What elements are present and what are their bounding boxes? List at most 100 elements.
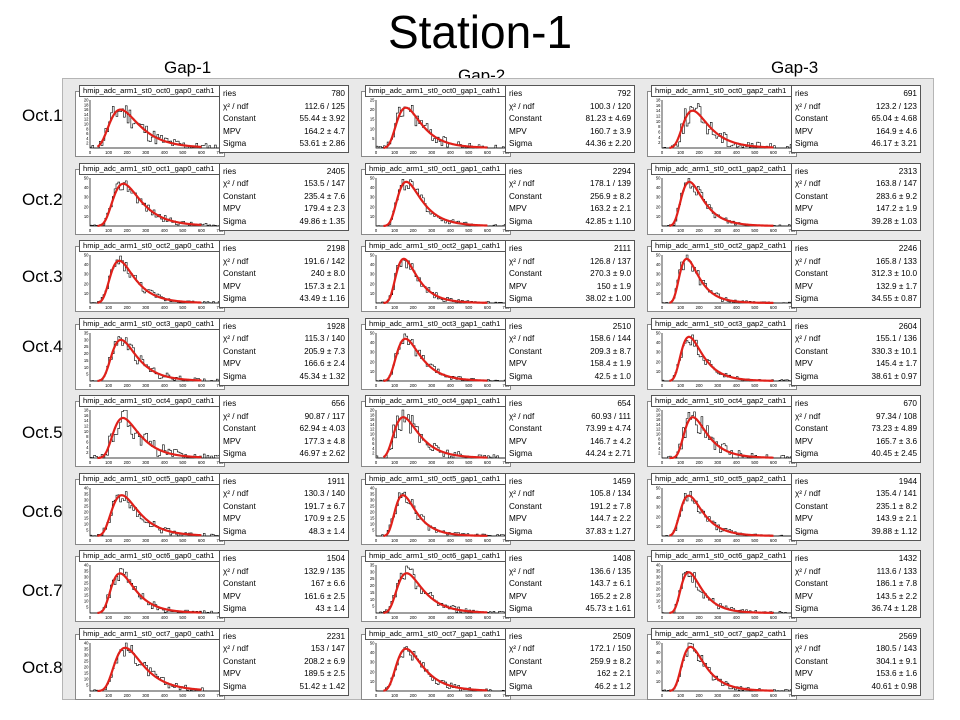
stats-entries: ries 1432 bbox=[792, 553, 920, 564]
stats-key: Constant bbox=[223, 269, 256, 278]
x-tick-label: 600 bbox=[198, 460, 206, 465]
y-tick-label: 50 bbox=[370, 640, 375, 645]
stats-key: ries bbox=[795, 631, 809, 641]
stats-key: Sigma bbox=[223, 371, 247, 381]
stats-key: MPV bbox=[223, 281, 241, 291]
y-tick-label: 40 bbox=[370, 340, 375, 345]
y-tick-label: 50 bbox=[84, 253, 89, 258]
histogram-title: hmip_adc_arm1_st0_oct5_gap0_cath1 bbox=[79, 472, 237, 485]
stats-value: 147.2 ± 1.9 bbox=[876, 204, 917, 213]
stats-value: 1408 bbox=[612, 554, 631, 563]
histogram-cell: 5101520250100200300400500600700hmip_adc_… bbox=[361, 85, 639, 157]
y-tick-label: 20 bbox=[84, 351, 89, 356]
stats-box: ries 792 χ² / ndf 100.3 / 120 Constant 81.23 … bbox=[505, 85, 635, 153]
y-tick-label: 20 bbox=[656, 281, 661, 286]
stats-mpv: MPV 158.4 ± 1.9 bbox=[506, 358, 634, 369]
y-tick-label: 5 bbox=[86, 682, 89, 687]
stats-box: ries 1928 χ² / ndf 115.3 / 140 Constant 205.9… bbox=[219, 317, 349, 386]
y-tick-label: 14 bbox=[370, 422, 375, 427]
y-tick-label: 40 bbox=[84, 485, 89, 490]
x-tick-label: 100 bbox=[677, 693, 685, 698]
stats-value: 73.99 ± 4.74 bbox=[585, 424, 631, 433]
stats-value: 172.1 / 150 bbox=[590, 644, 631, 653]
stats-value: 40.45 ± 2.45 bbox=[871, 449, 917, 458]
stats-chi2: χ² / ndf 130.3 / 140 bbox=[220, 488, 348, 499]
histogram-title: hmip_adc_arm1_st0_oct1_gap2_cath1 bbox=[651, 162, 809, 175]
x-tick-label: 200 bbox=[696, 460, 704, 465]
stats-key: χ² / ndf bbox=[509, 489, 535, 498]
stats-value: 164.9 ± 4.6 bbox=[876, 126, 917, 136]
histogram-title: hmip_adc_arm1_st0_oct3_gap1_cath1 bbox=[365, 317, 523, 330]
y-tick-label: 5 bbox=[86, 527, 89, 532]
y-tick-label: 2 bbox=[86, 141, 89, 146]
stats-value: 143.5 ± 2.2 bbox=[876, 591, 917, 601]
stats-value: 153.5 / 147 bbox=[304, 179, 345, 188]
stats-constant: Constant 205.9 ± 7.3 bbox=[220, 346, 348, 357]
fit-curve bbox=[383, 106, 488, 149]
x-tick-label: 300 bbox=[142, 383, 150, 388]
x-tick-label: 400 bbox=[161, 693, 169, 698]
x-tick-label: 500 bbox=[751, 150, 759, 155]
stats-key: Sigma bbox=[223, 604, 247, 613]
y-tick-label: 20 bbox=[370, 107, 375, 112]
stats-chi2: χ² / ndf 191.6 / 142 bbox=[220, 256, 348, 267]
stats-value: 256.9 ± 8.2 bbox=[590, 191, 631, 201]
y-tick-label: 20 bbox=[370, 408, 375, 413]
stats-key: Constant bbox=[509, 579, 542, 588]
histogram-title: hmip_adc_arm1_st0_oct2_gap0_cath1 bbox=[79, 240, 237, 252]
histogram-svg: 10203040500100200300400500600700 bbox=[370, 330, 510, 388]
axis-lines bbox=[89, 177, 220, 226]
x-tick-label: 300 bbox=[428, 150, 436, 155]
stats-key: Sigma bbox=[223, 681, 247, 691]
y-tick-label: 6 bbox=[658, 130, 661, 135]
histogram-title: hmip_adc_arm1_st0_oct6_gap1_cath1 bbox=[365, 550, 523, 562]
stats-value: 136.6 / 135 bbox=[590, 566, 631, 576]
stats-box: ries 2111 χ² / ndf 126.8 / 137 Constant 270.3… bbox=[505, 240, 635, 308]
oct-label-7: Oct.7 bbox=[22, 581, 63, 600]
stats-key: χ² / ndf bbox=[509, 256, 535, 266]
fit-curve bbox=[383, 647, 488, 692]
stats-box: ries 2246 χ² / ndf 165.8 / 133 Constant 312.3… bbox=[791, 240, 921, 308]
y-tick-label: 10 bbox=[656, 432, 661, 437]
y-tick-label: 12 bbox=[656, 427, 661, 432]
stats-value: 46.2 ± 1.2 bbox=[594, 681, 631, 691]
stats-value: 73.23 ± 4.89 bbox=[871, 424, 917, 433]
stats-key: Constant bbox=[223, 114, 256, 123]
y-tick-label: 8 bbox=[658, 124, 661, 129]
y-tick-label: 50 bbox=[370, 175, 375, 180]
x-tick-label: 200 bbox=[696, 383, 704, 388]
y-tick-label: 16 bbox=[656, 103, 661, 108]
stats-constant: Constant 209.3 ± 8.7 bbox=[506, 346, 634, 357]
y-tick-label: 18 bbox=[84, 408, 89, 413]
histogram-bins bbox=[90, 105, 220, 149]
stats-sigma: Sigma 44.36 ± 2.20 bbox=[506, 138, 634, 149]
histogram-svg: 5101520253035400100200300400500600700 bbox=[370, 485, 510, 543]
stats-constant: Constant 143.7 ± 6.1 bbox=[506, 578, 634, 589]
x-tick-label: 600 bbox=[198, 228, 206, 233]
x-tick-label: 300 bbox=[714, 538, 722, 543]
stats-key: ries bbox=[223, 554, 237, 563]
y-tick-label: 16 bbox=[656, 417, 661, 422]
histogram-bins bbox=[662, 177, 792, 226]
x-tick-label: 400 bbox=[733, 615, 741, 620]
stats-value: 1928 bbox=[326, 321, 345, 331]
x-tick-label: 300 bbox=[142, 305, 150, 310]
x-tick-label: 400 bbox=[733, 228, 741, 233]
x-tick-label: 0 bbox=[661, 305, 664, 310]
x-tick-label: 500 bbox=[751, 305, 759, 310]
y-tick-label: 30 bbox=[370, 569, 375, 574]
stats-key: Sigma bbox=[795, 526, 819, 536]
y-tick-label: 20 bbox=[84, 509, 89, 514]
x-tick-label: 300 bbox=[142, 228, 150, 233]
x-tick-label: 300 bbox=[714, 383, 722, 388]
histogram-cell: 246810121416180100200300400500600700hmip… bbox=[647, 85, 925, 157]
x-tick-label: 300 bbox=[428, 615, 436, 620]
histogram-svg: 10203040500100200300400500600700 bbox=[370, 253, 510, 311]
stats-mpv: MPV 146.7 ± 4.2 bbox=[506, 436, 634, 447]
stats-sigma: Sigma 39.28 ± 1.03 bbox=[792, 216, 920, 227]
y-tick-label: 20 bbox=[84, 587, 89, 592]
stats-key: MPV bbox=[509, 436, 527, 446]
x-tick-label: 600 bbox=[484, 460, 492, 465]
stats-value: 37.83 ± 1.27 bbox=[585, 526, 631, 536]
stats-value: 36.74 ± 1.28 bbox=[871, 604, 917, 613]
